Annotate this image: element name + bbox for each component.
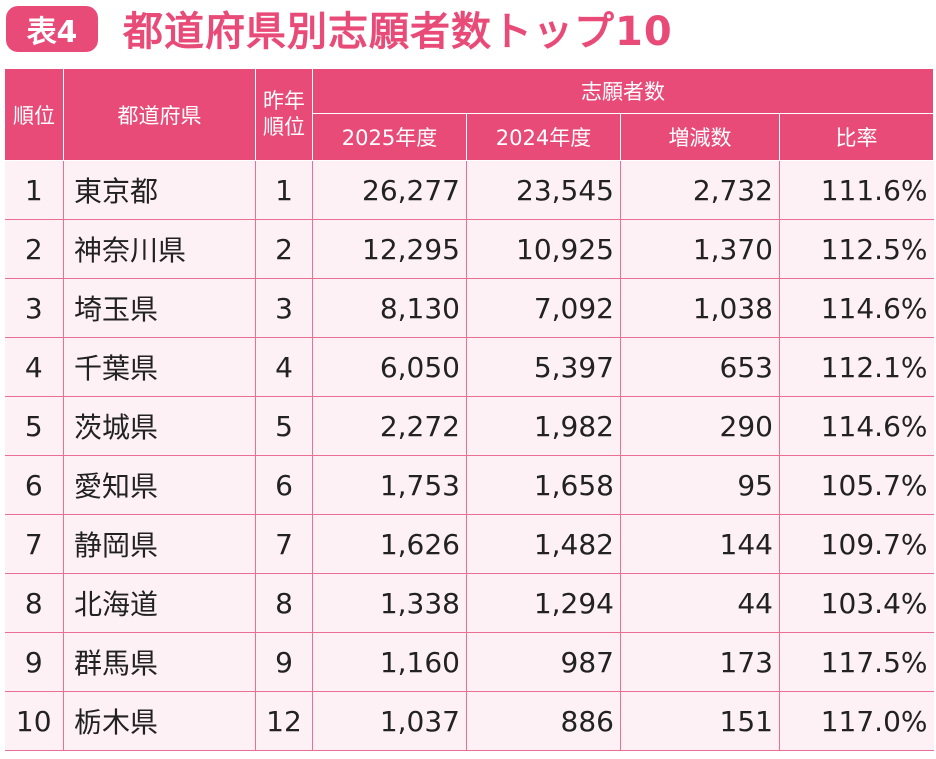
cell-ratio: 112.5% bbox=[779, 219, 934, 279]
cell-2025: 1,753 bbox=[312, 455, 467, 515]
cell-rank: 7 bbox=[4, 514, 64, 574]
cell-prefecture: 静岡県 bbox=[63, 514, 256, 574]
table-row: 2 神奈川県 2 12,295 10,925 1,370 112.5% bbox=[4, 219, 934, 279]
cell-ratio: 103.4% bbox=[779, 573, 934, 633]
cell-prev-rank: 12 bbox=[255, 691, 313, 751]
header-prev-rank: 昨年順位 bbox=[255, 68, 313, 161]
cell-ratio: 114.6% bbox=[779, 396, 934, 456]
cell-prefecture: 群馬県 bbox=[63, 632, 256, 692]
cell-2024: 1,482 bbox=[466, 514, 621, 574]
cell-diff: 290 bbox=[620, 396, 780, 456]
cell-diff: 2,732 bbox=[620, 160, 780, 220]
cell-prev-rank: 5 bbox=[255, 396, 313, 456]
cell-2025: 1,338 bbox=[312, 573, 467, 633]
table-row: 1 東京都 1 26,277 23,545 2,732 111.6% bbox=[4, 160, 934, 220]
cell-prev-rank: 1 bbox=[255, 160, 313, 220]
header-ratio: 比率 bbox=[779, 113, 934, 161]
header-diff: 増減数 bbox=[620, 113, 780, 161]
cell-rank: 9 bbox=[4, 632, 64, 692]
cell-2024: 7,092 bbox=[466, 278, 621, 338]
table-row: 3 埼玉県 3 8,130 7,092 1,038 114.6% bbox=[4, 278, 934, 338]
cell-prev-rank: 8 bbox=[255, 573, 313, 633]
cell-diff: 151 bbox=[620, 691, 780, 751]
cell-2025: 6,050 bbox=[312, 337, 467, 397]
cell-prev-rank: 9 bbox=[255, 632, 313, 692]
cell-prev-rank: 6 bbox=[255, 455, 313, 515]
cell-rank: 10 bbox=[4, 691, 64, 751]
cell-2024: 10,925 bbox=[466, 219, 621, 279]
cell-diff: 1,038 bbox=[620, 278, 780, 338]
cell-diff: 144 bbox=[620, 514, 780, 574]
header-prefecture: 都道府県 bbox=[63, 68, 256, 161]
cell-diff: 1,370 bbox=[620, 219, 780, 279]
title-bar: 表4 都道府県別志願者数トップ10 bbox=[0, 0, 936, 60]
table-row: 6 愛知県 6 1,753 1,658 95 105.7% bbox=[4, 455, 934, 515]
cell-ratio: 117.0% bbox=[779, 691, 934, 751]
cell-diff: 653 bbox=[620, 337, 780, 397]
cell-ratio: 112.1% bbox=[779, 337, 934, 397]
table-row: 10 栃木県 12 1,037 886 151 117.0% bbox=[4, 691, 934, 751]
cell-2025: 8,130 bbox=[312, 278, 467, 338]
header-applicants-group: 志願者数 bbox=[312, 68, 934, 114]
cell-ratio: 109.7% bbox=[779, 514, 934, 574]
cell-prefecture: 神奈川県 bbox=[63, 219, 256, 279]
cell-diff: 44 bbox=[620, 573, 780, 633]
cell-2024: 886 bbox=[466, 691, 621, 751]
table-body: 1 東京都 1 26,277 23,545 2,732 111.6% 2 神奈川県 2 12,295… bbox=[4, 160, 934, 751]
cell-2024: 987 bbox=[466, 632, 621, 692]
cell-rank: 2 bbox=[4, 219, 64, 279]
cell-2024: 1,982 bbox=[466, 396, 621, 456]
cell-prefecture: 栃木県 bbox=[63, 691, 256, 751]
cell-prefecture: 東京都 bbox=[63, 160, 256, 220]
cell-prefecture: 北海道 bbox=[63, 573, 256, 633]
cell-rank: 1 bbox=[4, 160, 64, 220]
table-row: 9 群馬県 9 1,160 987 173 117.5% bbox=[4, 632, 934, 692]
cell-2025: 2,272 bbox=[312, 396, 467, 456]
header-2024: 2024年度 bbox=[466, 113, 621, 161]
cell-prev-rank: 4 bbox=[255, 337, 313, 397]
cell-2025: 1,160 bbox=[312, 632, 467, 692]
cell-diff: 95 bbox=[620, 455, 780, 515]
header-2025: 2025年度 bbox=[312, 113, 467, 161]
cell-prev-rank: 2 bbox=[255, 219, 313, 279]
cell-rank: 8 bbox=[4, 573, 64, 633]
table-row: 5 茨城県 5 2,272 1,982 290 114.6% bbox=[4, 396, 934, 456]
cell-2024: 1,658 bbox=[466, 455, 621, 515]
table-number-badge: 表4 bbox=[6, 6, 98, 52]
cell-2025: 12,295 bbox=[312, 219, 467, 279]
cell-2024: 1,294 bbox=[466, 573, 621, 633]
cell-rank: 3 bbox=[4, 278, 64, 338]
cell-rank: 6 bbox=[4, 455, 64, 515]
cell-2024: 23,545 bbox=[466, 160, 621, 220]
cell-ratio: 105.7% bbox=[779, 455, 934, 515]
page-title: 都道府県別志願者数トップ10 bbox=[123, 9, 673, 55]
cell-rank: 4 bbox=[4, 337, 64, 397]
cell-prev-rank: 7 bbox=[255, 514, 313, 574]
cell-diff: 173 bbox=[620, 632, 780, 692]
cell-prev-rank: 3 bbox=[255, 278, 313, 338]
cell-prefecture: 千葉県 bbox=[63, 337, 256, 397]
cell-2024: 5,397 bbox=[466, 337, 621, 397]
table-row: 7 静岡県 7 1,626 1,482 144 109.7% bbox=[4, 514, 934, 574]
header-rank: 順位 bbox=[4, 68, 64, 161]
cell-2025: 1,626 bbox=[312, 514, 467, 574]
cell-ratio: 117.5% bbox=[779, 632, 934, 692]
header-prev-rank-label: 昨年順位 bbox=[263, 89, 305, 139]
cell-prefecture: 愛知県 bbox=[63, 455, 256, 515]
table-row: 4 千葉県 4 6,050 5,397 653 112.1% bbox=[4, 337, 934, 397]
cell-prefecture: 茨城県 bbox=[63, 396, 256, 456]
cell-rank: 5 bbox=[4, 396, 64, 456]
applicants-table: 順位 都道府県 昨年順位 志願者数 2025年度 2024年度 増減数 比率 1… bbox=[4, 68, 934, 751]
cell-ratio: 111.6% bbox=[779, 160, 934, 220]
cell-ratio: 114.6% bbox=[779, 278, 934, 338]
cell-2025: 1,037 bbox=[312, 691, 467, 751]
cell-prefecture: 埼玉県 bbox=[63, 278, 256, 338]
table-row: 8 北海道 8 1,338 1,294 44 103.4% bbox=[4, 573, 934, 633]
cell-2025: 26,277 bbox=[312, 160, 467, 220]
